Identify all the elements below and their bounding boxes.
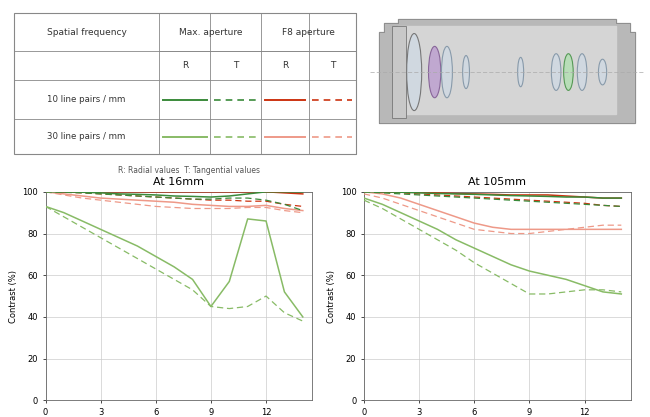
- Ellipse shape: [517, 58, 524, 87]
- Bar: [14, 13, 356, 154]
- Title: At 105mm: At 105mm: [468, 177, 526, 187]
- Ellipse shape: [564, 54, 573, 90]
- Text: 30 line pairs / mm: 30 line pairs / mm: [47, 132, 125, 141]
- Text: R: R: [282, 61, 288, 70]
- Polygon shape: [398, 26, 616, 114]
- Text: R: Radial values  T: Tangential values: R: Radial values T: Tangential values: [118, 166, 259, 175]
- Y-axis label: Contrast (%): Contrast (%): [9, 269, 18, 323]
- Text: R: R: [182, 61, 188, 70]
- Title: At 16mm: At 16mm: [153, 177, 204, 187]
- Y-axis label: Contrast (%): Contrast (%): [328, 269, 337, 323]
- Polygon shape: [379, 19, 635, 123]
- Ellipse shape: [599, 59, 606, 85]
- Text: T: T: [233, 61, 239, 70]
- Text: 10 line pairs / mm: 10 line pairs / mm: [47, 95, 125, 104]
- Ellipse shape: [551, 54, 561, 90]
- Ellipse shape: [428, 46, 441, 98]
- Text: T: T: [330, 61, 335, 70]
- Ellipse shape: [463, 55, 469, 88]
- Text: Max. aperture: Max. aperture: [179, 28, 242, 37]
- Polygon shape: [393, 26, 406, 118]
- Ellipse shape: [441, 46, 452, 98]
- Text: Spatial frequency: Spatial frequency: [47, 28, 127, 37]
- Text: F8 aperture: F8 aperture: [282, 28, 335, 37]
- Ellipse shape: [577, 54, 587, 90]
- Ellipse shape: [407, 33, 422, 111]
